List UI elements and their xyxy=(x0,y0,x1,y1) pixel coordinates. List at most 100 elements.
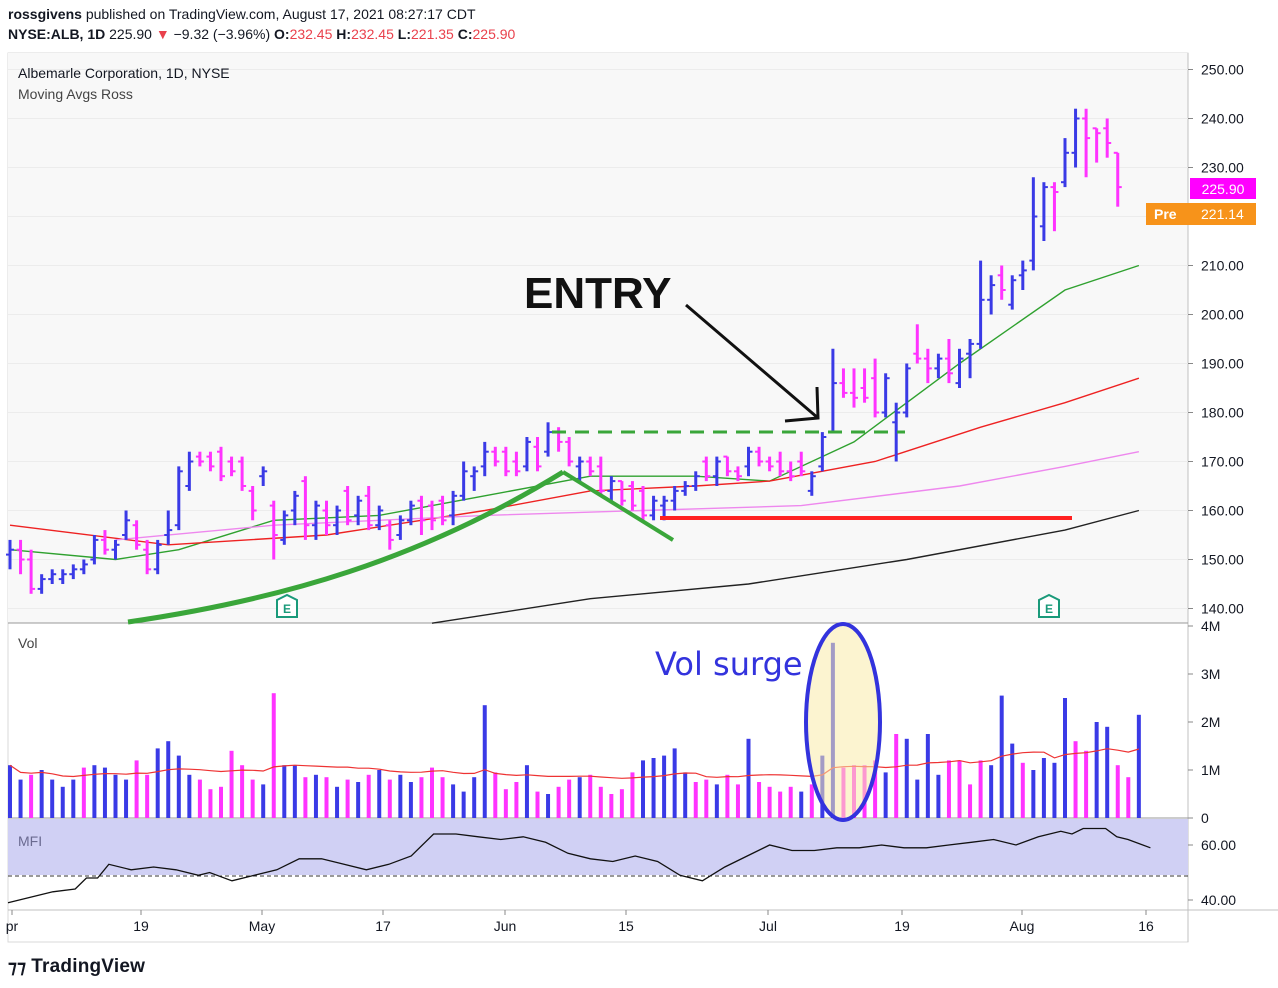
ohlc-bar xyxy=(565,437,574,467)
entry-label: ENTRY xyxy=(524,269,672,318)
volume-bar xyxy=(134,760,139,818)
time-tick-label: 19 xyxy=(133,918,149,934)
ohlc-bar xyxy=(238,456,247,491)
open-value: 232.45 xyxy=(289,26,333,42)
volume-bar xyxy=(92,765,97,818)
volume-bar xyxy=(493,772,498,818)
volume-bar xyxy=(683,772,688,818)
ohlc-bar xyxy=(90,535,99,565)
volume-bar xyxy=(725,774,730,818)
ohlc-bar xyxy=(269,500,278,560)
down-arrow-icon: ▼ xyxy=(155,26,170,42)
volume-bar xyxy=(461,791,466,818)
mfi-pane-label: MFI xyxy=(18,833,42,849)
volume-tick-label: 3M xyxy=(1201,666,1220,682)
earnings-marker-aug[interactable]: E xyxy=(1038,593,1060,618)
mfi-band-fill xyxy=(8,819,1188,875)
ohlc-bar xyxy=(428,500,436,531)
ohlc-bar xyxy=(902,363,911,418)
moving-average-line xyxy=(431,509,1140,624)
volume-bar xyxy=(208,789,213,818)
volume-bar xyxy=(619,789,624,818)
volume-bar xyxy=(1031,770,1036,818)
svg-text:221.14: 221.14 xyxy=(1201,206,1244,222)
ohlc-bar xyxy=(966,339,975,379)
ohlc-bar xyxy=(1050,182,1059,232)
mfi-line-path xyxy=(7,827,1151,904)
volume-bar xyxy=(1041,758,1046,818)
volume-bar xyxy=(113,774,118,818)
tradingview-logo[interactable]: ⁊⁊ TradingView xyxy=(8,956,145,978)
volume-axis-ticks: 4M 3M 2M 1M 0 xyxy=(1188,618,1220,826)
ohlc-bar xyxy=(111,539,120,560)
price-tick-label: 250.00 xyxy=(1201,62,1244,78)
price-axis-ticks: 250.00240.00230.00220.00210.00200.00190.… xyxy=(1188,62,1244,617)
ohlc-bar xyxy=(480,441,489,477)
ohlc-bar xyxy=(807,471,816,496)
price-tick-label: 140.00 xyxy=(1201,601,1244,617)
ohlc-bar xyxy=(153,539,162,575)
price-tick-label: 190.00 xyxy=(1201,356,1244,372)
ohlc-bar xyxy=(923,348,932,384)
ohlc-bar xyxy=(786,461,795,482)
ohlc-bar xyxy=(892,402,901,462)
close-label: C: xyxy=(457,26,473,42)
ohlc-bar xyxy=(449,490,458,526)
volume-bar xyxy=(651,758,656,818)
ohlc-bar xyxy=(27,549,36,594)
volume-bar xyxy=(303,777,308,818)
ohlc-bar xyxy=(364,486,373,531)
chart-title: Albemarle Corporation, 1D, NYSE xyxy=(18,65,230,81)
ohlc-bars xyxy=(6,108,1122,594)
price-pane-bg xyxy=(8,53,1188,623)
price-tick-label: 200.00 xyxy=(1201,307,1244,323)
svg-text:E: E xyxy=(1045,602,1053,616)
volume-bar xyxy=(356,782,361,818)
volume-average-line xyxy=(9,748,1140,779)
time-tick-label: 16 xyxy=(1138,918,1154,934)
volume-bar xyxy=(598,786,603,818)
published-text: published on TradingView.com, August 17,… xyxy=(85,6,476,22)
ohlc-bar xyxy=(333,505,342,535)
ohlc-bar xyxy=(691,471,700,491)
time-tick-label: pr xyxy=(6,918,19,934)
volume-bar xyxy=(8,765,12,818)
volume-bar xyxy=(440,777,445,818)
volume-bar xyxy=(398,774,403,818)
volume-bar xyxy=(482,705,487,818)
volume-bar xyxy=(1073,741,1078,818)
ohlc-bar xyxy=(944,339,953,384)
earnings-marker-may[interactable]: E xyxy=(276,593,298,618)
ohlc-bar xyxy=(174,466,183,531)
author-name[interactable]: rossgivens xyxy=(8,6,82,22)
ohlc-bar xyxy=(501,446,510,477)
volume-bar xyxy=(556,786,561,818)
ohlc-bar xyxy=(69,564,78,580)
quote-line: NYSE:ALB, 1D 225.90 ▼ −9.32 (−3.96%) O:2… xyxy=(8,26,515,42)
volume-bar xyxy=(451,784,456,818)
time-tick-label: May xyxy=(249,918,275,934)
volume-tick-label: 0 xyxy=(1201,810,1209,826)
ohlc-bar xyxy=(839,368,848,398)
volume-bar xyxy=(925,734,930,818)
volume-bar xyxy=(176,755,181,818)
ohlc-bar xyxy=(290,490,299,526)
ohlc-bar xyxy=(860,368,869,403)
volume-bar xyxy=(788,786,793,818)
close-value: 225.90 xyxy=(472,26,516,42)
ohlc-bar xyxy=(934,353,943,379)
price-tick-label: 180.00 xyxy=(1201,405,1244,421)
volume-bar xyxy=(946,760,951,818)
volume-bar xyxy=(271,693,276,818)
ohlc-bar xyxy=(533,437,542,472)
price-tick-label: 170.00 xyxy=(1201,454,1244,470)
ohlc-bar xyxy=(617,480,626,506)
volume-bar xyxy=(503,789,508,818)
ohlc-bar xyxy=(48,569,57,584)
ohlc-bar xyxy=(1008,275,1017,310)
volume-bar xyxy=(219,786,223,818)
volume-bar xyxy=(630,772,635,818)
volume-bar xyxy=(81,767,86,818)
volume-bar xyxy=(71,779,76,818)
